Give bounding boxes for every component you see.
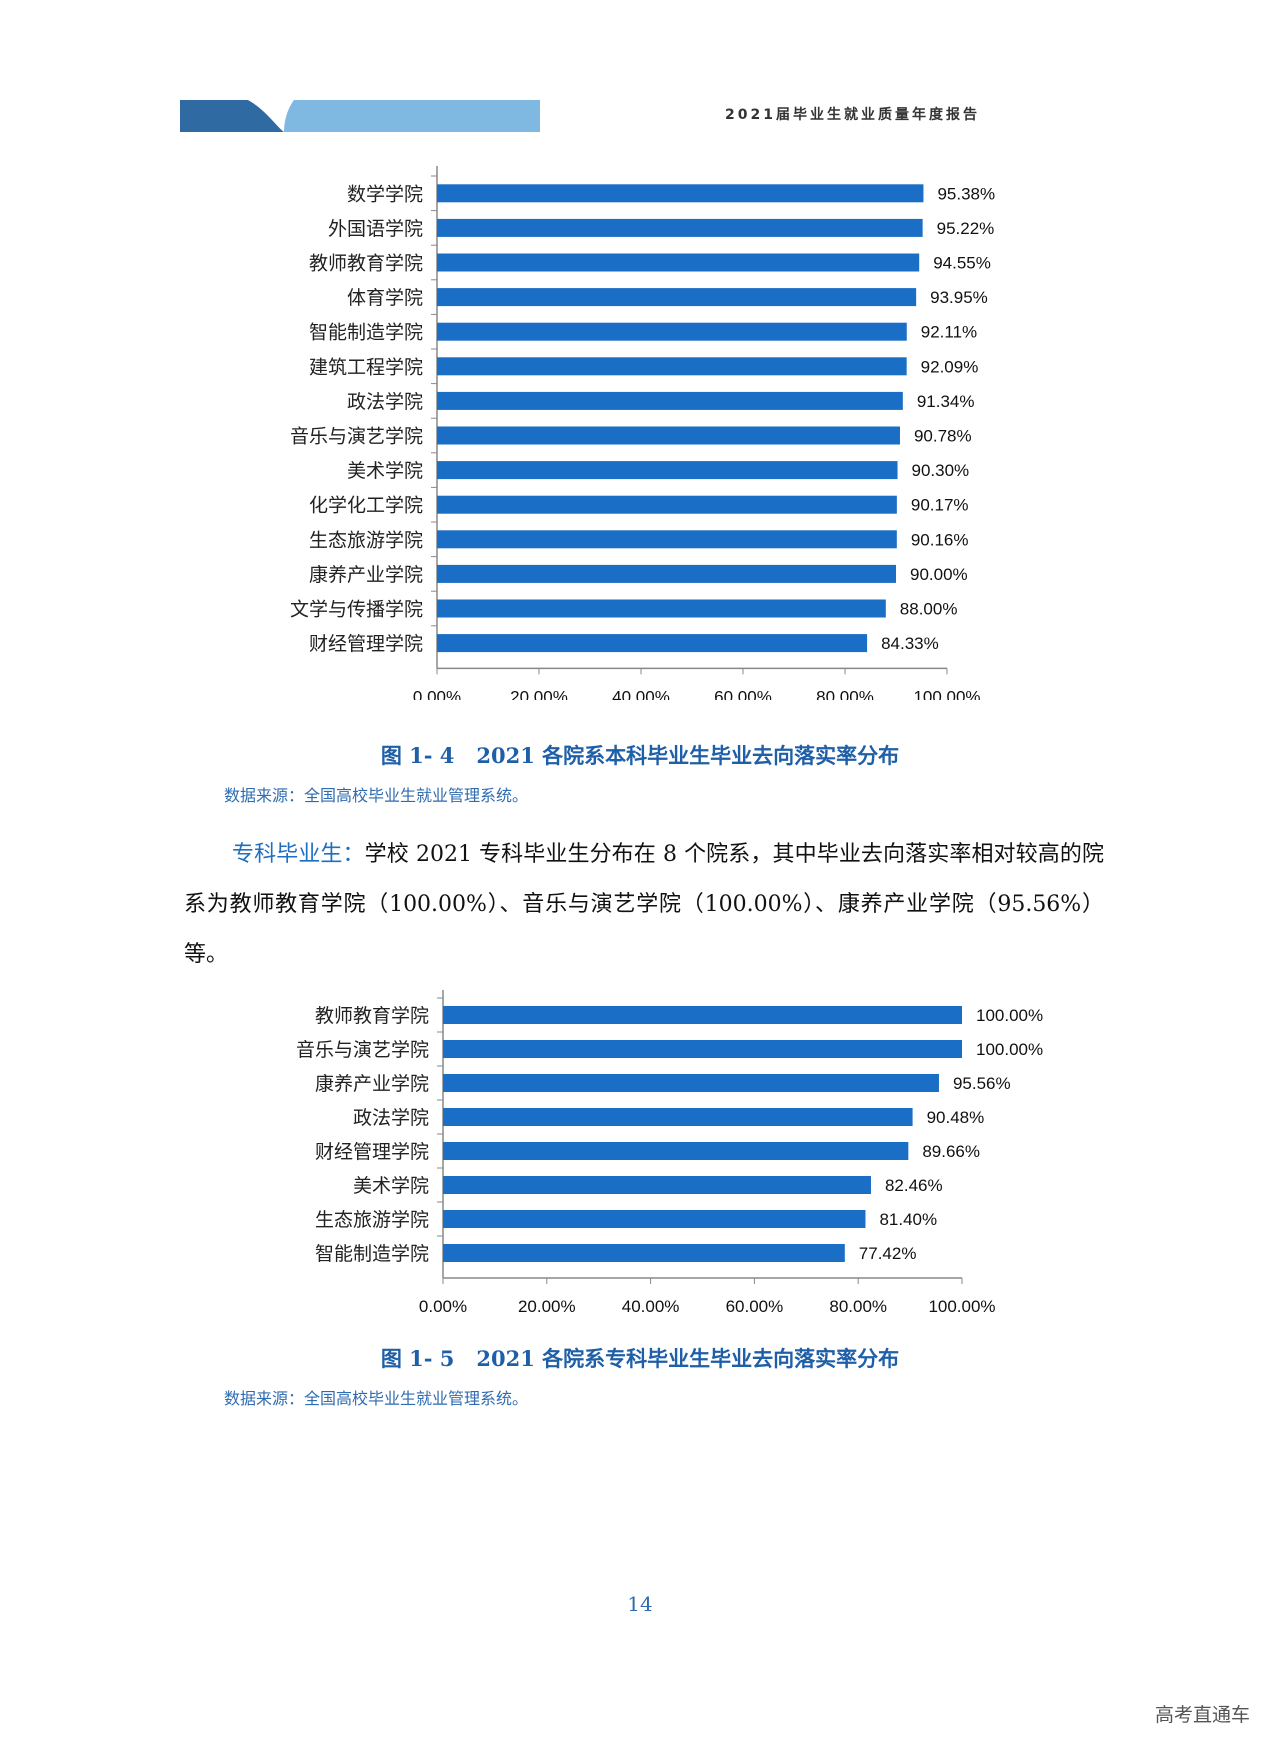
chart2-category-label: 智能制造学院 [315,1243,429,1265]
chart2-x-tick-label: 80.00% [829,1297,887,1316]
header-band [180,100,540,132]
chart2-category-label: 音乐与演艺学院 [296,1039,429,1061]
chart1-bar [437,357,907,376]
chart2-data-label: 77.42% [859,1244,917,1263]
figure-2-label: 图 1- 5 [380,1346,455,1371]
figure-2-title: 2021 各院系专科毕业生毕业去向落实率分布 [476,1346,900,1371]
chart1-x-tick-label: 80.00% [816,687,874,700]
chart1-data-label: 88.00% [900,600,958,619]
chart1-category-label: 外国语学院 [328,218,423,240]
chart2-data-label: 100.00% [976,1040,1043,1059]
chart-undergraduate: 数学学院 95.38% 外国语学院 95.22% 教师教育学院 94.55% 体育学院 93.… [290,166,995,700]
chart1-x-tick-label: 40.00% [612,687,670,700]
chart2-bar [443,1074,939,1092]
figure-2-source: 数据来源：全国高校毕业生就业管理系统。 [224,1389,529,1408]
figure-1-label: 图 1- 4 [380,743,455,768]
chart1-bar [437,426,900,445]
chart2-category-label: 生态旅游学院 [315,1209,429,1231]
page-number: 14 [627,1592,653,1616]
chart1-category-label: 智能制造学院 [309,322,423,344]
chart2-x-tick-label: 40.00% [622,1297,680,1316]
chart1-bar [437,184,924,203]
chart2-category-label: 财经管理学院 [315,1141,429,1163]
chart1-bar [437,564,896,583]
chart1-category-label: 建筑工程学院 [309,356,423,378]
chart1-bar [437,391,903,410]
chart2-bar [443,1040,962,1058]
chart2-data-label: 89.66% [922,1142,980,1161]
chart2-data-label: 90.48% [927,1108,985,1127]
chart1-bar [437,530,897,549]
chart2-bar [443,1244,845,1262]
chart2-category-label: 政法学院 [353,1107,429,1129]
paragraph-lead: 专科毕业生： [232,842,365,867]
chart2-x-tick-label: 100.00% [928,1297,995,1316]
paragraph-text: 学校 2021 专科毕业生分布在 8 个院系，其中毕业去向落实率相对较高的院系为… [184,842,1104,967]
chart1-data-label: 90.17% [911,496,969,515]
chart1-category-label: 财经管理学院 [309,633,423,655]
chart1-category-label: 体育学院 [347,287,423,309]
chart1-category-label: 政法学院 [347,391,423,413]
chart1-category-label: 音乐与演艺学院 [290,426,423,448]
chart2-bar [443,1210,866,1228]
chart1-category-label: 康养产业学院 [309,564,423,586]
chart1-data-label: 94.55% [933,254,991,273]
chart1-data-label: 90.16% [911,530,969,549]
chart2-data-label: 100.00% [976,1006,1043,1025]
chart1-x-tick-label: 100.00% [913,687,980,700]
chart2-bar [443,1108,913,1126]
chart1-x-tick-label: 0.00% [413,687,461,700]
chart2-category-label: 教师教育学院 [315,1005,429,1027]
chart1-category-label: 化学化工学院 [309,495,423,517]
figure-1-title: 2021 各院系本科毕业生毕业去向落实率分布 [476,743,900,768]
chart1-x-tick-label: 20.00% [510,687,568,700]
chart2-x-tick-label: 20.00% [518,1297,576,1316]
chart1-data-label: 84.33% [881,634,939,653]
figure-2-caption: 图 1- 5 2021 各院系专科毕业生毕业去向落实率分布 [0,1343,1280,1373]
watermark: 高考直通车 [1154,1704,1250,1726]
chart1-category-label: 文学与传播学院 [290,599,423,621]
chart1-data-label: 90.00% [910,565,968,584]
chart1-category-label: 生态旅游学院 [309,529,423,551]
chart2-bar [443,1176,871,1194]
chart1-bar [437,634,868,653]
chart1-data-label: 95.22% [937,219,995,238]
body-paragraph: 专科毕业生：学校 2021 专科毕业生分布在 8 个院系，其中毕业去向落实率相对… [184,830,1104,980]
chart1-data-label: 90.30% [912,461,970,480]
chart2-category-label: 康养产业学院 [315,1073,429,1095]
chart1-data-label: 90.78% [914,427,972,446]
header-title: 2021届毕业生就业质量年度报告 [725,107,980,123]
chart1-bar [437,495,897,514]
chart1-bar [437,599,886,618]
chart1-bar [437,253,920,272]
chart2-bar [443,1142,909,1160]
chart1-data-label: 92.09% [921,357,979,376]
chart1-category-label: 教师教育学院 [309,253,423,275]
chart1-bar [437,288,917,307]
chart1-data-label: 93.95% [930,288,988,307]
chart-vocational: 教师教育学院 100.00% 音乐与演艺学院 100.00% 康养产业学院 95.56% 政… [296,990,1043,1316]
chart1-category-label: 美术学院 [347,460,423,482]
chart2-data-label: 95.56% [953,1074,1011,1093]
chart2-data-label: 82.46% [885,1176,943,1195]
figure-1-caption: 图 1- 4 2021 各院系本科毕业生毕业去向落实率分布 [0,740,1280,770]
chart1-x-tick-label: 60.00% [714,687,772,700]
chart1-bar [437,322,907,341]
chart2-bar [443,1006,962,1024]
chart1-data-label: 95.38% [937,184,995,203]
chart1-data-label: 92.11% [921,323,977,342]
chart1-bar [437,218,923,237]
chart1-data-label: 91.34% [917,392,975,411]
chart2-data-label: 81.40% [879,1210,937,1229]
chart1-category-label: 数学学院 [347,183,423,205]
figure-1-source: 数据来源：全国高校毕业生就业管理系统。 [224,786,529,805]
chart2-x-tick-label: 60.00% [726,1297,784,1316]
chart2-category-label: 美术学院 [353,1175,429,1197]
chart2-x-tick-label: 0.00% [419,1297,467,1316]
chart1-bar [437,461,898,480]
